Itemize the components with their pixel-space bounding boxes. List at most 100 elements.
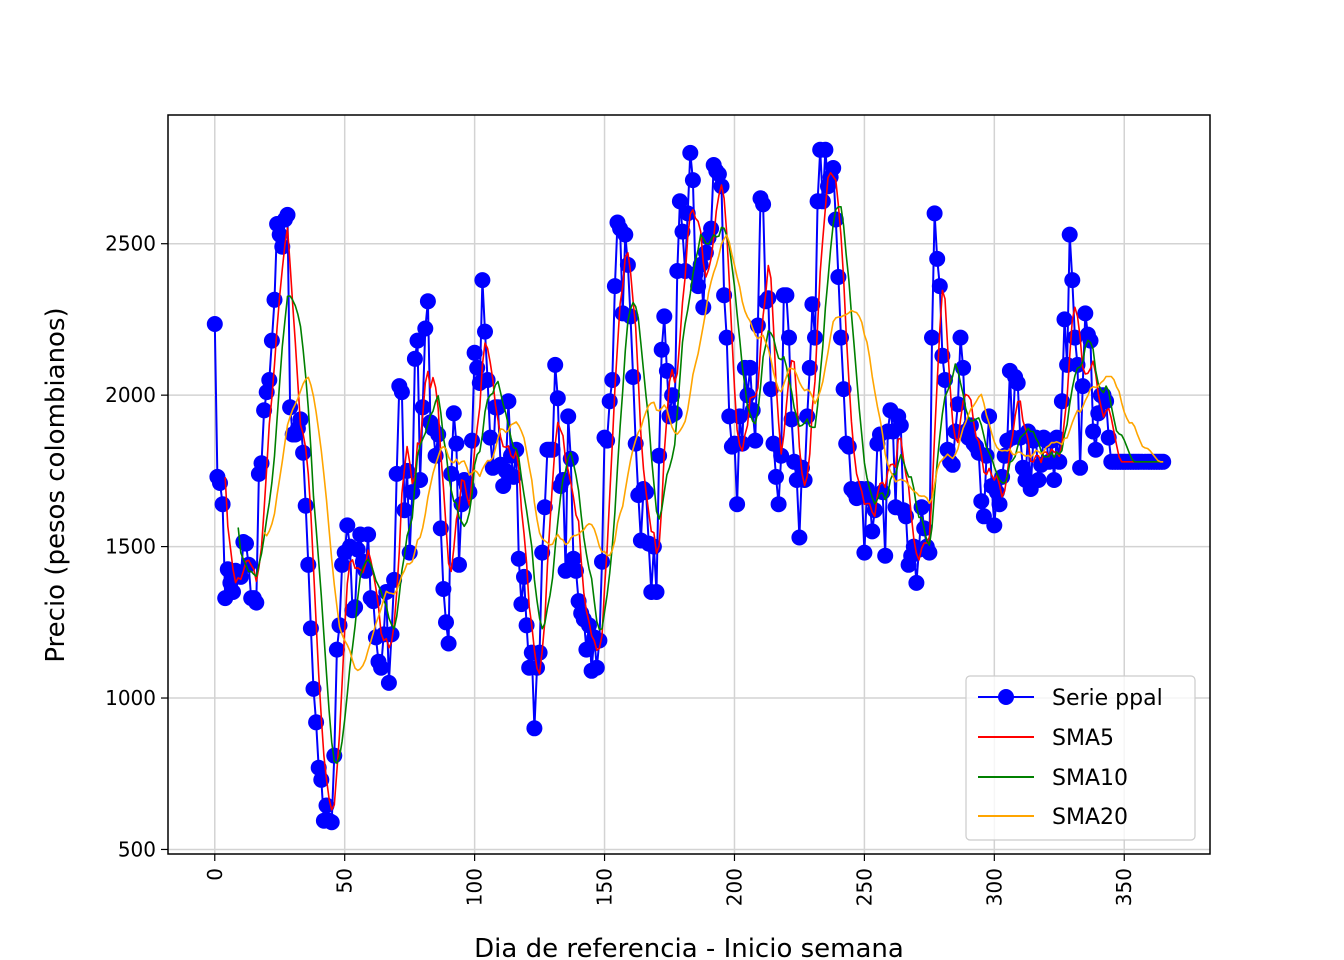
data-point-serie-ppal: [651, 447, 668, 464]
x-tick-label: 0: [203, 868, 227, 881]
data-point-serie-ppal: [274, 238, 291, 255]
data-point-serie-ppal: [438, 614, 454, 631]
data-point-serie-ppal: [225, 584, 241, 600]
data-point-serie-ppal: [261, 372, 278, 388]
data-point-serie-ppal: [931, 278, 948, 295]
data-point-serie-ppal: [279, 206, 296, 223]
data-point-serie-ppal: [674, 223, 691, 240]
x-tick-label: 50: [333, 868, 357, 893]
data-point-serie-ppal: [817, 141, 834, 158]
data-point-serie-ppal: [742, 359, 759, 376]
data-point-serie-ppal: [505, 468, 522, 485]
data-point-serie-ppal: [380, 674, 397, 691]
data-point-serie-ppal: [544, 441, 561, 458]
data-point-serie-ppal: [877, 547, 894, 564]
data-point-serie-ppal: [762, 381, 779, 398]
data-point-serie-ppal: [1085, 423, 1102, 440]
legend-label-serie-ppal: Serie ppal: [1052, 686, 1163, 711]
x-tick-label: 350: [1112, 868, 1136, 906]
data-point-serie-ppal: [464, 432, 480, 449]
plot-area: [206, 141, 1172, 831]
data-point-serie-ppal: [495, 478, 512, 494]
legend-box: [965, 675, 1196, 841]
data-point-serie-ppal: [1072, 459, 1089, 476]
data-point-serie-ppal: [718, 329, 735, 346]
data-point-serie-ppal: [347, 599, 364, 616]
data-point-serie-ppal: [263, 332, 280, 349]
data-point-serie-ppal: [908, 574, 925, 591]
data-point-serie-ppal: [510, 550, 527, 567]
y-tick-label: 2000: [105, 383, 156, 407]
y-tick-label: 1000: [105, 686, 156, 710]
data-point-serie-ppal: [534, 544, 551, 561]
data-point-serie-ppal: [578, 641, 595, 658]
data-point-serie-ppal: [939, 441, 956, 458]
data-point-serie-ppal: [830, 269, 847, 285]
data-point-serie-ppal: [926, 205, 943, 222]
data-point-serie-ppal: [300, 556, 317, 573]
x-tick-label: 300: [982, 868, 1006, 906]
data-point-serie-ppal: [682, 144, 699, 161]
data-point-serie-ppal: [604, 372, 621, 388]
data-point-serie-ppal: [406, 350, 423, 367]
data-point-serie-ppal: [323, 814, 340, 831]
data-point-serie-ppal: [212, 475, 228, 491]
y-tick-label: 500: [118, 837, 156, 861]
data-point-serie-ppal: [729, 496, 746, 513]
data-point-serie-ppal: [986, 517, 1003, 534]
data-point-serie-ppal: [892, 417, 909, 434]
data-point-serie-ppal: [282, 399, 299, 416]
data-point-serie-ppal: [791, 529, 808, 546]
data-point-serie-ppal: [955, 359, 972, 376]
data-point-serie-ppal: [334, 556, 351, 573]
data-point-serie-ppal: [466, 344, 483, 361]
data-point-serie-ppal: [627, 435, 644, 452]
data-point-serie-ppal: [302, 620, 319, 637]
data-point-serie-ppal: [755, 196, 772, 213]
y-axis-label: Precio (pesos colombianos): [41, 307, 71, 662]
data-point-serie-ppal: [716, 287, 733, 304]
data-point-serie-ppal: [690, 278, 707, 295]
data-point-serie-ppal: [339, 517, 356, 534]
data-point-serie-ppal: [684, 172, 701, 189]
data-point-serie-ppal: [238, 535, 254, 552]
data-point-serie-ppal: [921, 544, 938, 561]
data-point-serie-ppal: [695, 299, 712, 316]
series-line-sma10: [237, 206, 1164, 765]
data-point-serie-ppal: [1030, 472, 1047, 488]
data-point-serie-ppal: [417, 320, 434, 337]
x-tick-label: 150: [593, 868, 617, 906]
data-point-serie-ppal: [760, 290, 777, 307]
data-point-serie-ppal: [778, 287, 795, 304]
data-point-serie-ppal: [1014, 459, 1031, 476]
legend-label-sma5: SMA5: [1052, 726, 1114, 751]
data-point-serie-ppal: [770, 496, 787, 513]
legend-label-sma10: SMA10: [1052, 766, 1128, 791]
data-point-serie-ppal: [399, 462, 416, 479]
data-point-serie-ppal: [747, 432, 764, 449]
data-point-serie-ppal: [448, 435, 465, 452]
data-point-serie-ppal: [588, 659, 605, 676]
data-point-serie-ppal: [924, 329, 940, 346]
data-point-serie-ppal: [526, 720, 543, 737]
data-point-serie-ppal: [318, 797, 335, 814]
x-axis-label: Dia de referencia - Inicio semana: [474, 934, 904, 960]
data-point-serie-ppal: [432, 520, 449, 537]
data-point-serie-ppal: [271, 226, 288, 243]
data-point-serie-ppal: [477, 323, 493, 340]
data-point-serie-ppal: [796, 472, 813, 488]
data-point-serie-ppal: [253, 455, 270, 472]
data-point-serie-ppal: [206, 316, 223, 332]
data-point-serie-ppal: [807, 329, 823, 346]
data-point-serie-ppal: [781, 329, 797, 346]
data-point-serie-ppal: [1077, 305, 1094, 322]
data-point-serie-ppal: [310, 759, 327, 776]
y-tick-label: 2500: [105, 232, 156, 256]
data-point-serie-ppal: [328, 641, 345, 658]
data-point-serie-ppal: [383, 626, 400, 643]
data-point-serie-ppal: [1048, 429, 1065, 446]
data-point-serie-ppal: [570, 593, 587, 610]
data-point-serie-ppal: [1009, 375, 1026, 391]
data-point-serie-ppal: [619, 256, 636, 273]
